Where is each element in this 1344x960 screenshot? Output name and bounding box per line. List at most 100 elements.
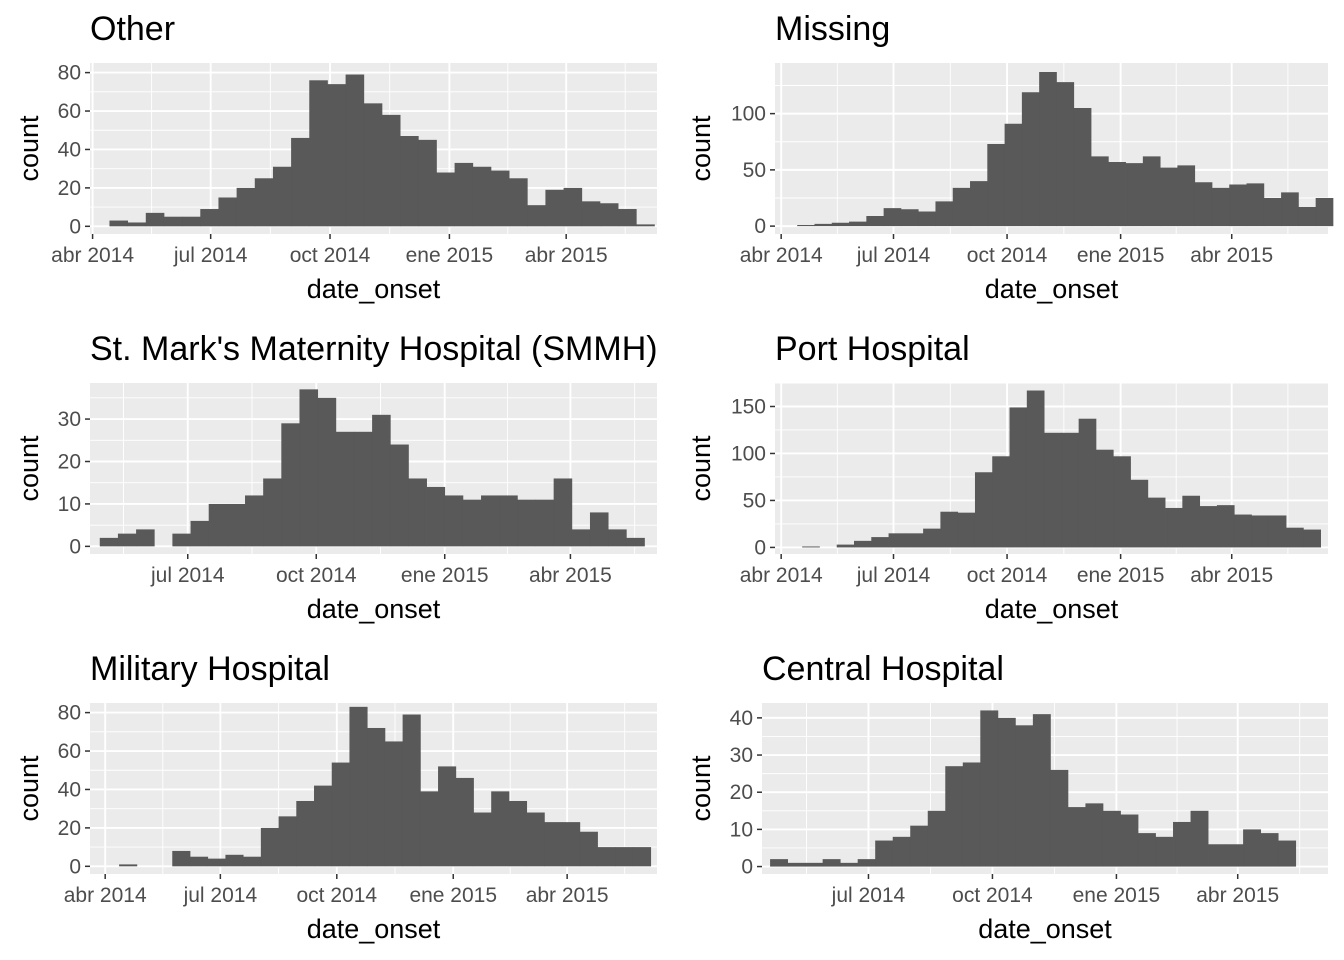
chart-panel: Port Hospital 0 50 100 150 abr 2014 jul 2014 oc…	[686, 330, 1328, 624]
histogram-bar	[1194, 182, 1213, 227]
histogram-bar	[426, 486, 446, 547]
histogram-bar	[335, 431, 355, 547]
y-tick-label: 40	[58, 138, 81, 161]
histogram-bar	[974, 472, 993, 548]
histogram-bar	[254, 178, 274, 227]
histogram-bar	[1125, 163, 1144, 227]
histogram-bar	[545, 189, 564, 227]
histogram-bar	[1260, 833, 1279, 867]
y-axis-title: count	[686, 115, 716, 182]
histogram-bar	[381, 114, 401, 227]
histogram-bar	[189, 856, 209, 867]
histogram-bar	[1102, 810, 1121, 867]
y-tick-label: 40	[730, 707, 753, 730]
histogram-bar	[119, 864, 138, 867]
histogram-bar	[363, 103, 383, 227]
histogram-bar	[1137, 833, 1156, 867]
histogram-bar	[900, 209, 919, 227]
x-tick-label: abr 2015	[529, 564, 612, 587]
x-tick-label: abr 2015	[525, 244, 608, 267]
histogram-bar	[1130, 479, 1149, 548]
y-tick-label: 0	[754, 215, 766, 238]
x-tick-label: abr 2014	[64, 884, 147, 907]
histogram-bar	[455, 777, 474, 867]
histogram-bar	[1032, 714, 1051, 867]
x-tick-label: ene 2015	[1077, 564, 1165, 587]
x-tick-label: ene 2015	[1073, 884, 1161, 907]
histogram-bar	[1234, 514, 1252, 548]
histogram-bar	[1208, 844, 1226, 867]
y-tick-label: 100	[731, 442, 766, 465]
histogram-bar	[940, 511, 959, 548]
histogram-bar	[462, 499, 482, 547]
histogram-bar	[1142, 156, 1161, 227]
histogram-bar	[1263, 198, 1282, 227]
histogram-bar	[1246, 183, 1265, 227]
histogram-bar	[1056, 82, 1075, 227]
histogram-bar	[1061, 432, 1080, 548]
histogram-bar	[945, 766, 964, 867]
histogram-bar	[317, 397, 337, 547]
x-tick-label: abr 2015	[526, 884, 609, 907]
histogram-bar	[207, 858, 226, 867]
histogram-bar	[787, 862, 806, 867]
x-tick-label: jul 2014	[856, 244, 931, 267]
x-tick-label: jul 2014	[173, 244, 248, 267]
histogram-bar	[172, 850, 191, 867]
histogram-bar	[905, 533, 924, 548]
histogram-bar	[1004, 123, 1023, 227]
histogram-bar	[1108, 162, 1126, 227]
histogram-bar	[618, 209, 637, 227]
histogram-bar	[1303, 529, 1321, 548]
histogram-bar	[1044, 432, 1062, 548]
histogram-bar	[402, 714, 421, 867]
histogram-bar	[291, 137, 310, 227]
histogram-bar	[1120, 814, 1139, 867]
histogram-bar	[353, 431, 373, 547]
x-tick-label: jul 2014	[856, 564, 931, 587]
x-tick-label: ene 2015	[406, 244, 494, 267]
histogram-bar	[992, 456, 1010, 548]
histogram-bar	[535, 499, 555, 547]
histogram-bar	[589, 512, 609, 547]
x-axis-title: date_onset	[978, 914, 1112, 944]
histogram-bar	[883, 208, 902, 227]
x-tick-label: oct 2014	[967, 244, 1048, 267]
histogram-bar	[1015, 725, 1034, 867]
histogram-bar	[597, 847, 616, 867]
x-axis-title: date_onset	[985, 594, 1119, 624]
histogram-bar	[1216, 505, 1235, 548]
histogram-bar	[1225, 844, 1244, 867]
y-tick-label: 100	[731, 103, 766, 126]
histogram-bar	[608, 529, 627, 547]
histogram-bar	[615, 847, 634, 867]
histogram-bar	[1091, 156, 1109, 227]
histogram-bar	[490, 170, 510, 227]
histogram-bar	[163, 216, 183, 227]
histogram-bar	[190, 520, 210, 547]
histogram-bar	[127, 222, 147, 227]
x-tick-label: abr 2014	[740, 244, 823, 267]
histogram-bar	[1315, 198, 1334, 227]
histogram-bar	[1298, 207, 1317, 227]
x-tick-label: oct 2014	[276, 564, 357, 587]
y-axis-title: count	[686, 755, 716, 822]
histogram-bar	[508, 800, 528, 867]
histogram-bar	[910, 825, 929, 867]
histogram-bar	[1182, 495, 1201, 548]
histogram-bar	[970, 181, 988, 227]
histogram-bar	[544, 822, 563, 867]
histogram-bar	[626, 537, 645, 547]
y-tick-label: 20	[58, 817, 81, 840]
histogram-bar	[1021, 92, 1040, 227]
histogram-bar	[367, 727, 386, 867]
histogram-bar	[927, 810, 946, 867]
histogram-bar	[349, 706, 368, 867]
histogram-bar	[309, 80, 328, 227]
y-tick-label: 50	[743, 489, 766, 512]
x-axis-title: date_onset	[985, 274, 1119, 304]
histogram-bar	[1155, 836, 1174, 867]
y-tick-label: 30	[730, 744, 753, 767]
histogram-bar	[281, 423, 300, 547]
